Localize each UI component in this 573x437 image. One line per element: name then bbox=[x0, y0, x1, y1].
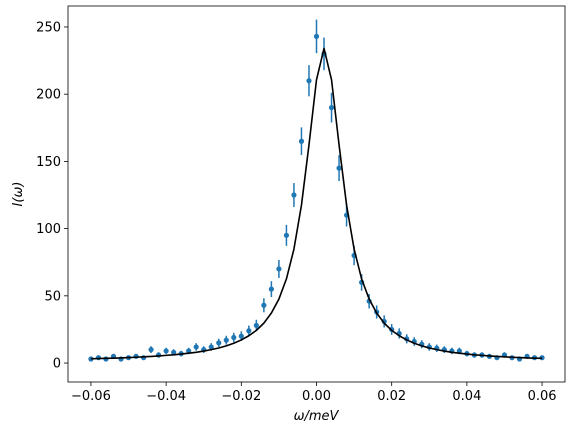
plot-frame bbox=[67, 5, 566, 383]
y-axis-label: I(ω) bbox=[11, 182, 26, 207]
y-tick-label: 0 bbox=[53, 357, 61, 372]
data-point bbox=[306, 78, 312, 84]
data-point bbox=[291, 192, 297, 198]
data-point bbox=[456, 348, 462, 354]
data-point bbox=[186, 348, 192, 354]
x-tick-label: 0.00 bbox=[302, 389, 331, 404]
data-point bbox=[261, 302, 267, 308]
data-point bbox=[193, 344, 199, 350]
y-tick-label: 50 bbox=[44, 289, 61, 304]
x-tick-label: −0.04 bbox=[146, 389, 186, 404]
x-tick-label: 0.04 bbox=[452, 389, 481, 404]
x-tick-label: −0.02 bbox=[221, 389, 261, 404]
data-point bbox=[208, 344, 214, 350]
data-point bbox=[268, 286, 274, 292]
data-point bbox=[95, 355, 102, 361]
data-point bbox=[283, 232, 290, 238]
data-point bbox=[171, 349, 177, 355]
data-point bbox=[276, 266, 282, 272]
y-tick-label: 250 bbox=[36, 20, 61, 35]
data-point bbox=[163, 348, 169, 354]
y-tick-label: 100 bbox=[36, 222, 61, 237]
data-point bbox=[246, 328, 252, 334]
data-point bbox=[88, 356, 94, 362]
data-point bbox=[313, 33, 320, 39]
data-point bbox=[223, 337, 229, 343]
x-tick-label: −0.06 bbox=[71, 389, 111, 404]
y-tick-label: 200 bbox=[36, 88, 61, 103]
data-point bbox=[253, 322, 259, 329]
x-tick-label: 0.02 bbox=[377, 389, 406, 404]
data-point bbox=[216, 340, 222, 346]
fit-line bbox=[90, 47, 543, 360]
data-point bbox=[328, 105, 335, 111]
data-point bbox=[238, 333, 244, 339]
data-point bbox=[231, 334, 237, 341]
data-point bbox=[298, 138, 305, 144]
x-axis-label: ω/meV bbox=[294, 409, 340, 424]
data-point bbox=[148, 347, 154, 353]
x-tick-label: 0.06 bbox=[528, 389, 557, 404]
data-point bbox=[336, 165, 342, 171]
data-point bbox=[133, 353, 139, 359]
y-tick-label: 150 bbox=[36, 155, 61, 170]
